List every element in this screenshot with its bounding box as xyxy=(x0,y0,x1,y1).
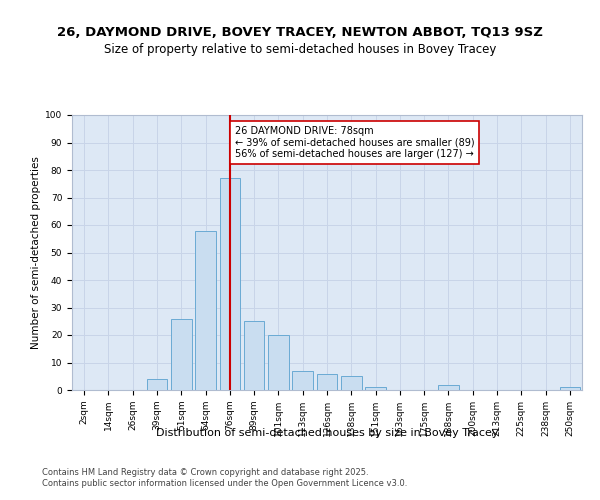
Bar xyxy=(317,374,337,390)
Bar xyxy=(560,387,580,390)
Bar xyxy=(365,387,386,390)
Bar xyxy=(341,376,362,390)
Bar xyxy=(146,379,167,390)
Text: 26 DAYMOND DRIVE: 78sqm
← 39% of semi-detached houses are smaller (89)
56% of se: 26 DAYMOND DRIVE: 78sqm ← 39% of semi-de… xyxy=(235,126,475,159)
Bar xyxy=(268,335,289,390)
Text: Contains HM Land Registry data © Crown copyright and database right 2025.
Contai: Contains HM Land Registry data © Crown c… xyxy=(42,468,407,487)
Bar xyxy=(220,178,240,390)
Y-axis label: Number of semi-detached properties: Number of semi-detached properties xyxy=(31,156,41,349)
Bar xyxy=(195,230,216,390)
Text: 26, DAYMOND DRIVE, BOVEY TRACEY, NEWTON ABBOT, TQ13 9SZ: 26, DAYMOND DRIVE, BOVEY TRACEY, NEWTON … xyxy=(57,26,543,39)
Bar xyxy=(171,318,191,390)
Text: Distribution of semi-detached houses by size in Bovey Tracey: Distribution of semi-detached houses by … xyxy=(156,428,498,438)
Bar xyxy=(438,384,459,390)
Text: Size of property relative to semi-detached houses in Bovey Tracey: Size of property relative to semi-detach… xyxy=(104,44,496,57)
Bar xyxy=(292,371,313,390)
Bar xyxy=(244,322,265,390)
